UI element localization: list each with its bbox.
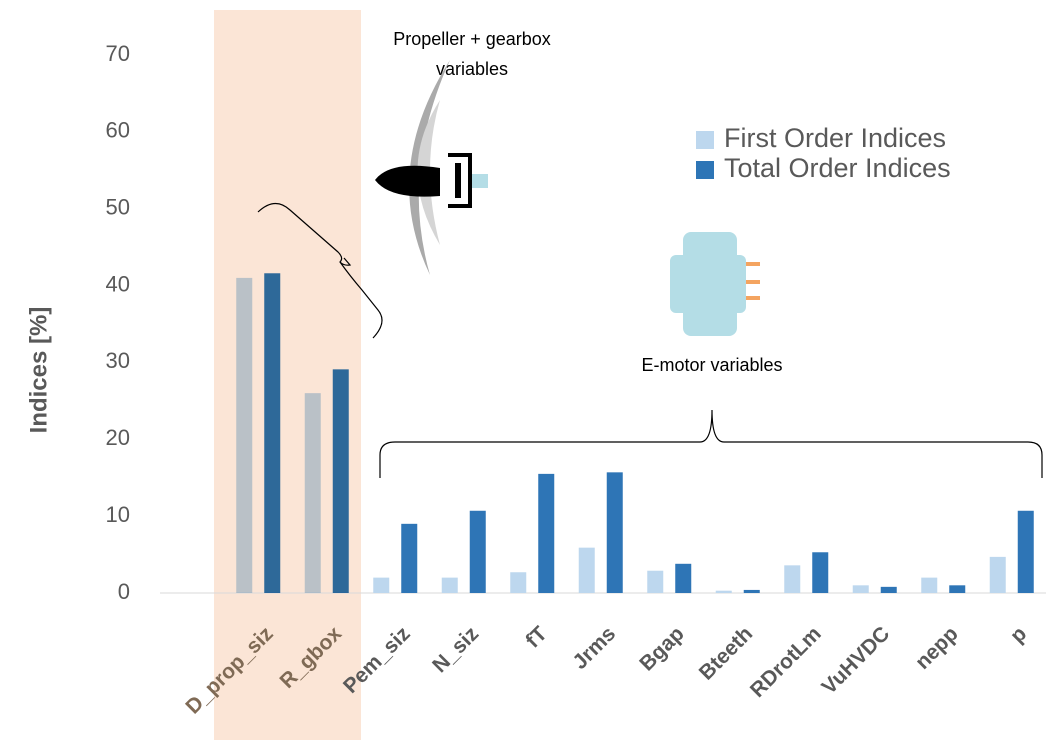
x-tick-label: N_siz <box>428 622 483 677</box>
bar <box>744 590 760 593</box>
bar <box>579 548 595 593</box>
legend-swatch <box>696 131 714 149</box>
x-tick-label: fT <box>521 622 551 652</box>
x-tick-label: p <box>1006 622 1031 647</box>
bar <box>812 552 828 593</box>
x-tick-label: nepp <box>911 622 963 674</box>
x-tick-label: Jrms <box>568 622 620 674</box>
bar <box>949 585 965 593</box>
y-tick-label: 30 <box>106 348 130 373</box>
bar <box>305 393 321 593</box>
bar <box>373 578 389 593</box>
bar <box>853 585 869 593</box>
y-axis-label: Indices [%] <box>25 307 52 434</box>
y-tick-label: 50 <box>106 195 130 220</box>
bar <box>921 578 937 593</box>
y-tick-label: 40 <box>106 271 130 296</box>
bar <box>647 571 663 593</box>
x-tick-label: Bgap <box>635 622 688 675</box>
motor-icon <box>670 232 760 336</box>
bar <box>442 578 458 593</box>
y-tick-label: 20 <box>106 425 130 450</box>
bar <box>1018 511 1034 593</box>
y-tick-label: 60 <box>106 118 130 143</box>
propeller-icon <box>375 60 488 275</box>
bar <box>675 564 691 593</box>
x-tick-label: Bteeth <box>695 622 757 684</box>
chart: 010203040506070D_prop_sizR_gboxPem_sizN_… <box>0 0 1046 740</box>
bar <box>607 472 623 593</box>
y-tick-label: 10 <box>106 502 130 527</box>
y-tick-label: 0 <box>118 579 130 604</box>
x-tick-label: RDrotLm <box>746 622 826 702</box>
bar <box>236 278 252 593</box>
bar <box>401 524 417 593</box>
bar <box>881 587 897 593</box>
bar <box>784 565 800 593</box>
bar <box>510 572 526 593</box>
bar <box>264 273 280 593</box>
x-tick-label: VuHVDC <box>817 622 894 699</box>
bar <box>538 474 554 593</box>
legend-label: First Order Indices <box>724 123 946 153</box>
annotation: E-motor variables <box>641 355 782 375</box>
brace <box>380 410 1042 478</box>
bar <box>716 591 732 593</box>
bar <box>333 369 349 593</box>
bar <box>470 511 486 593</box>
legend-swatch <box>696 161 714 179</box>
bar <box>990 557 1006 593</box>
y-tick-label: 70 <box>106 41 130 66</box>
legend-label: Total Order Indices <box>724 153 951 183</box>
